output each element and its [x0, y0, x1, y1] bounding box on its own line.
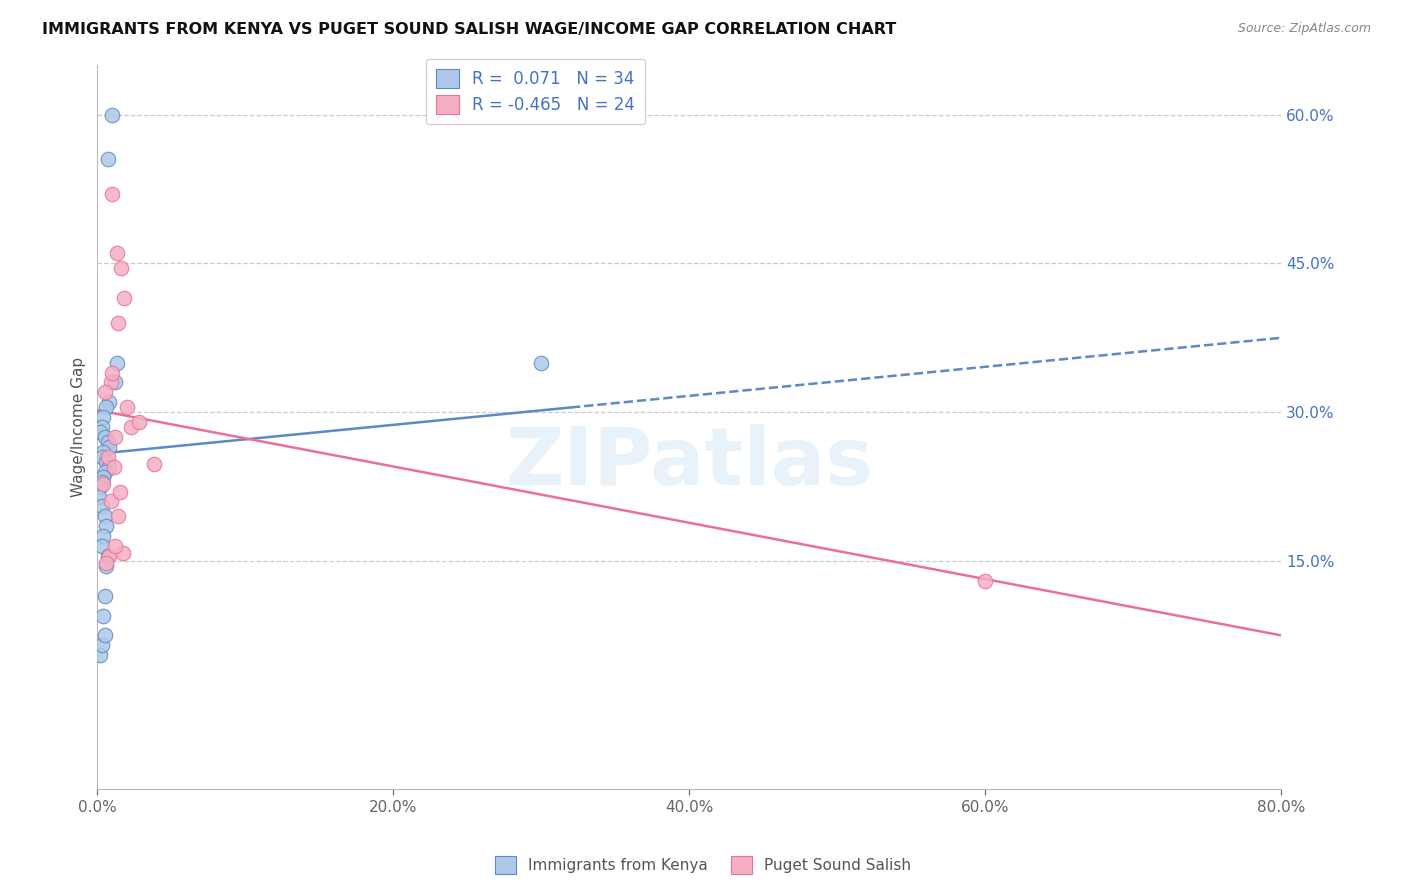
Point [91, 608, 114, 623]
Point [128, 415, 150, 429]
Point [94, 509, 117, 524]
Point [96, 519, 118, 533]
Point [111, 546, 134, 560]
Point [96, 455, 118, 469]
Point [100, 494, 122, 508]
Text: IMMIGRANTS FROM KENYA VS PUGET SOUND SALISH WAGE/INCOME GAP CORRELATION CHART: IMMIGRANTS FROM KENYA VS PUGET SOUND SAL… [42, 22, 897, 37]
Point [97, 450, 120, 464]
Point [108, 484, 131, 499]
Point [87, 490, 110, 504]
Point [96, 556, 118, 570]
Point [90, 500, 112, 514]
Point [97, 153, 120, 167]
Point [96, 558, 118, 573]
Point [98, 549, 121, 563]
Point [142, 457, 165, 471]
Point [97, 549, 120, 563]
Point [115, 401, 138, 415]
Legend: R =  0.071   N = 34, R = -0.465   N = 24: R = 0.071 N = 34, R = -0.465 N = 24 [426, 59, 645, 124]
Point [104, 539, 127, 553]
Point [110, 261, 132, 276]
Point [94, 589, 117, 603]
Point [94, 385, 117, 400]
Point [112, 291, 135, 305]
Point [101, 186, 124, 201]
Point [103, 459, 125, 474]
Text: Source: ZipAtlas.com: Source: ZipAtlas.com [1237, 22, 1371, 36]
Point [94, 465, 117, 479]
Point [91, 469, 114, 483]
Point [94, 430, 117, 444]
Point [98, 459, 121, 474]
Point [98, 395, 121, 409]
Legend: Immigrants from Kenya, Puget Sound Salish: Immigrants from Kenya, Puget Sound Salis… [488, 850, 918, 880]
Point [90, 450, 112, 464]
Point [101, 366, 124, 380]
Point [107, 316, 129, 330]
Point [90, 475, 112, 489]
Point [104, 376, 127, 390]
Point [91, 529, 114, 543]
Point [120, 420, 142, 434]
Point [97, 434, 120, 449]
Point [96, 401, 118, 415]
Point [89, 425, 111, 439]
Point [530, 355, 553, 369]
Point [104, 430, 127, 444]
Point [94, 628, 117, 642]
Point [100, 376, 122, 390]
Point [91, 476, 114, 491]
Point [90, 539, 112, 553]
Point [90, 638, 112, 652]
Point [89, 648, 111, 663]
Point [90, 420, 112, 434]
Point [89, 480, 111, 494]
Point [105, 246, 128, 260]
Y-axis label: Wage/Income Gap: Wage/Income Gap [72, 357, 86, 497]
Point [98, 440, 121, 454]
Point [107, 509, 129, 524]
Point [101, 107, 124, 121]
Point [105, 355, 128, 369]
Point [974, 574, 997, 588]
Text: ZIPatlas: ZIPatlas [505, 425, 873, 502]
Point [91, 410, 114, 425]
Point [91, 445, 114, 459]
